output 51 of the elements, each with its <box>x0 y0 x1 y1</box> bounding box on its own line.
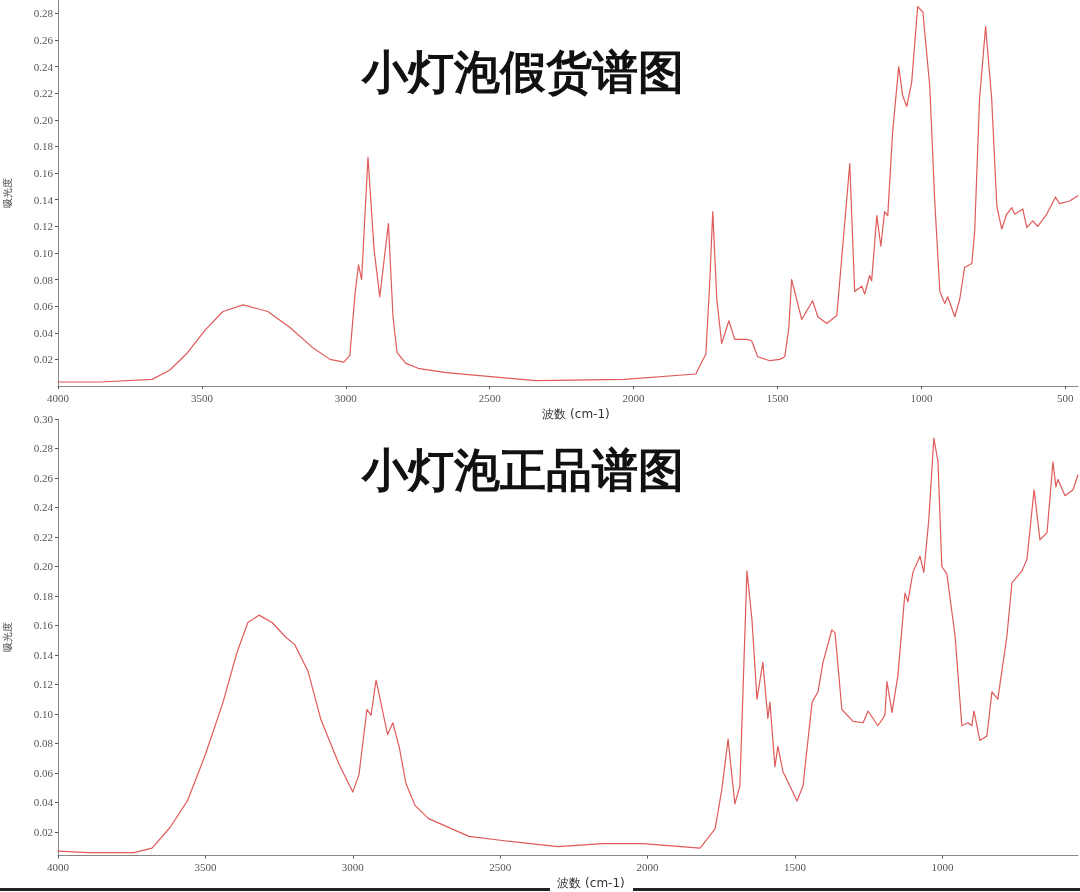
y-axis-title: 吸光度 <box>1 178 13 208</box>
y-tick-label: 0.20 <box>33 113 54 126</box>
line-series <box>57 6 1079 383</box>
x-tick-label: 4000 <box>47 391 70 404</box>
y-tick-label: 0.08 <box>33 273 54 286</box>
x-tick-label: 3000 <box>334 391 358 404</box>
y-tick-label: 0.04 <box>33 796 54 809</box>
x-tick-label: 2000 <box>622 391 646 404</box>
y-tick-label: 0.06 <box>33 766 54 779</box>
y-tick-label: 0.28 <box>33 442 54 455</box>
y-tick-label: 0.12 <box>33 678 53 691</box>
x-tick-label: 1500 <box>783 861 807 873</box>
y-tick-label: 0.18 <box>33 589 54 602</box>
y-tick-label: 0.14 <box>33 648 54 661</box>
x-tick-label: 1500 <box>766 391 790 404</box>
x-tick-label: 3500 <box>194 861 217 873</box>
y-tick-label: 0.18 <box>33 140 54 153</box>
y-tick-label: 0.06 <box>33 300 54 313</box>
y-tick-label: 0.26 <box>33 33 54 46</box>
y-tick-label: 0.22 <box>33 87 53 100</box>
y-tick-label: 0.08 <box>33 737 54 750</box>
y-tick-label: 0.02 <box>33 825 53 838</box>
y-tick-label: 0.16 <box>33 167 54 180</box>
y-tick-label: 0.20 <box>33 560 54 573</box>
y-tick-label: 0.28 <box>33 7 54 20</box>
text: 小灯泡假货谱图 <box>360 45 684 99</box>
x-tick-label: 500 <box>1057 391 1075 404</box>
x-tick-label: 1000 <box>931 861 954 873</box>
text: 小灯泡正品谱图 <box>360 443 684 497</box>
x-tick-label: 2500 <box>478 391 502 404</box>
y-tick-label: 0.22 <box>33 530 53 543</box>
x-axis-title: 波数 (cm-1) <box>557 876 625 891</box>
x-tick-label: 2500 <box>489 861 512 873</box>
y-tick-label: 0.14 <box>33 193 54 206</box>
x-tick-label: 2000 <box>636 861 660 873</box>
y-tick-label: 0.16 <box>33 619 54 632</box>
y-tick-label: 0.24 <box>33 501 54 514</box>
y-tick-label: 0.04 <box>33 326 54 339</box>
y-tick-label: 0.02 <box>33 353 53 366</box>
y-tick-label: 0.10 <box>33 707 54 720</box>
x-tick-label: 3000 <box>341 861 365 873</box>
x-axis-title: 波数 (cm-1) <box>542 406 610 421</box>
y-tick-label: 0.24 <box>33 60 54 73</box>
y-tick-label: 0.10 <box>33 246 54 259</box>
y-tick-label: 0.30 <box>33 413 54 425</box>
x-tick-label: 4000 <box>47 861 70 873</box>
y-axis-title: 吸光度 <box>1 622 13 653</box>
x-tick-label: 1000 <box>910 391 933 404</box>
y-tick-label: 0.12 <box>33 220 53 233</box>
x-tick-label: 3500 <box>190 391 214 404</box>
y-tick-label: 0.26 <box>33 471 54 484</box>
